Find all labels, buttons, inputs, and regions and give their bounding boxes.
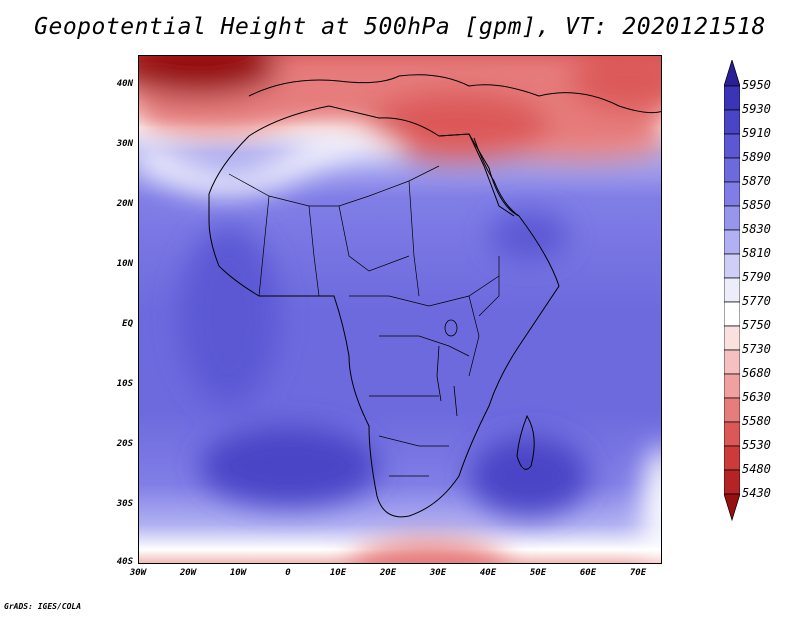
colorbar-swatch — [724, 421, 740, 447]
lat-tick-10n: 10N — [116, 259, 133, 269]
colorbar-level-label: 5680 — [742, 366, 771, 380]
lat-tick-eq: EQ — [122, 319, 133, 329]
colorbar-swatch — [724, 157, 740, 183]
height-field-south — [179, 211, 661, 563]
colorbar-level-label: 5430 — [742, 486, 771, 500]
colorbar-level-label: 5810 — [742, 246, 771, 260]
lon-tick-40e: 40E — [479, 568, 497, 578]
colorbar-swatch — [724, 181, 740, 207]
lon-tick-20w: 20W — [179, 568, 197, 578]
colorbar-swatch — [724, 277, 740, 303]
colorbar-swatch — [724, 85, 740, 111]
geopotential-map — [139, 56, 661, 563]
colorbar-swatch — [724, 133, 740, 159]
colorbar-swatch — [724, 469, 740, 495]
colorbar-level-label: 5890 — [742, 150, 771, 164]
map-title: Geopotential Height at 500hPa [gpm], VT:… — [34, 14, 766, 40]
lon-tick-60e: 60E — [579, 568, 597, 578]
colorbar-swatch — [724, 445, 740, 471]
colorbar-level-label: 5730 — [742, 342, 771, 356]
colorbar-level-label: 5480 — [742, 462, 771, 476]
footer-credit: GrADS: IGES/COLA — [4, 602, 82, 611]
colorbar-swatch — [724, 325, 740, 351]
colorbar-level-label: 5580 — [742, 414, 771, 428]
lat-tick-30n: 30N — [116, 139, 133, 149]
lon-tick-30e: 30E — [429, 568, 447, 578]
map-panel — [138, 55, 662, 564]
coastlines — [208, 74, 661, 518]
lon-tick-70e: 70E — [629, 568, 647, 578]
colorbar-swatch — [724, 205, 740, 231]
colorbar-level-label: 5850 — [742, 198, 771, 212]
colorbar-swatch — [724, 229, 740, 255]
colorbar-swatch — [724, 373, 740, 399]
colorbar-level-label: 5750 — [742, 318, 771, 332]
lat-tick-40n: 40N — [116, 79, 133, 89]
lon-tick-10e: 10E — [329, 568, 347, 578]
lat-tick-20n: 20N — [116, 199, 133, 209]
height-field-north — [139, 56, 661, 195]
colorbar-level-label: 5530 — [742, 438, 771, 452]
colorbar-level-label: 5930 — [742, 102, 771, 116]
colorbar-level-label: 5910 — [742, 126, 771, 140]
lon-tick-30w: 30W — [129, 568, 147, 578]
lat-tick-20s: 20S — [116, 439, 133, 449]
lon-tick-10w: 10W — [229, 568, 247, 578]
colorbar-level-label: 5830 — [742, 222, 771, 236]
lat-tick-10s: 10S — [116, 379, 133, 389]
lon-tick-20e: 20E — [379, 568, 397, 578]
colorbar-top-arrow — [724, 60, 740, 87]
colorbar-bottom-arrow — [724, 493, 740, 522]
colorbar — [724, 60, 740, 522]
lakes — [436, 319, 458, 417]
colorbar-swatch — [724, 301, 740, 327]
lon-tick-0: 0 — [285, 568, 291, 578]
lon-tick-50e: 50E — [529, 568, 547, 578]
colorbar-level-label: 5770 — [742, 294, 771, 308]
colorbar-level-label: 5790 — [742, 270, 771, 284]
colorbar-swatch — [724, 109, 740, 135]
country-borders — [228, 165, 500, 477]
colorbar-swatch — [724, 397, 740, 423]
colorbar-swatch — [724, 253, 740, 279]
lat-tick-30s: 30S — [116, 499, 133, 509]
lat-tick-40s: 40S — [116, 557, 133, 567]
colorbar-swatch — [724, 349, 740, 375]
colorbar-level-label: 5630 — [742, 390, 771, 404]
colorbar-level-label: 5870 — [742, 174, 771, 188]
colorbar-level-label: 5950 — [742, 78, 771, 92]
